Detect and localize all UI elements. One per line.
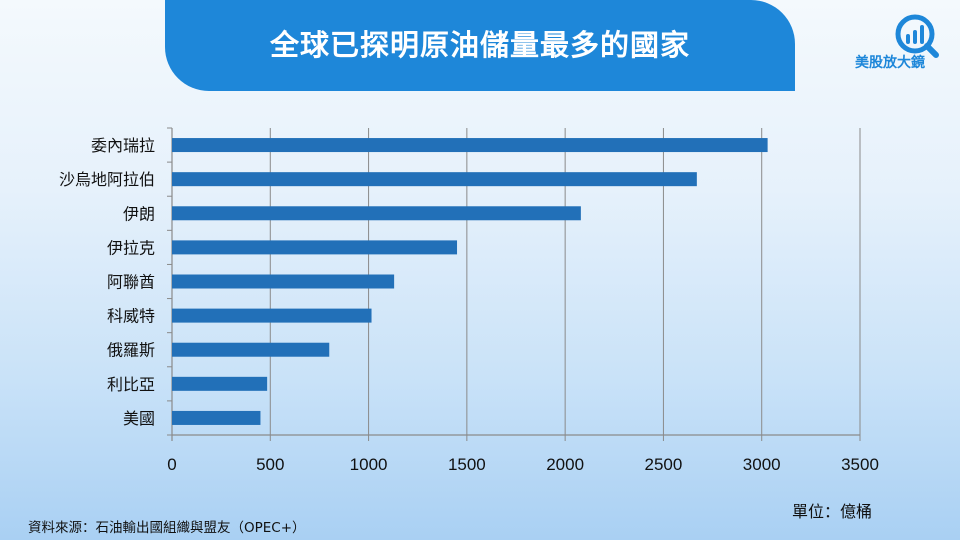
x-tick-label: 2500 xyxy=(645,455,683,474)
y-tick-label: 利比亞 xyxy=(107,375,155,394)
y-tick-label: 科威特 xyxy=(107,307,155,326)
bar xyxy=(172,240,458,255)
y-tick-label: 阿聯酋 xyxy=(107,273,155,292)
bar xyxy=(172,410,261,425)
bar xyxy=(172,342,330,357)
unit-label: 單位：億桶 xyxy=(792,502,873,521)
bar xyxy=(172,274,395,289)
y-tick-label: 美國 xyxy=(123,409,155,428)
bar xyxy=(172,206,581,221)
title-banner xyxy=(165,0,795,91)
y-tick-label: 沙烏地阿拉伯 xyxy=(59,170,155,189)
source-note: 資料來源：石油輸出國組織與盟友（OPEC+） xyxy=(28,520,306,536)
bar xyxy=(172,172,697,187)
x-tick-label: 0 xyxy=(167,455,176,474)
x-tick-label: 2000 xyxy=(546,455,584,474)
bar xyxy=(172,138,768,153)
page-title: 全球已探明原油儲量最多的國家 xyxy=(269,28,690,62)
x-tick-label: 500 xyxy=(256,455,284,474)
x-tick-label: 1500 xyxy=(448,455,486,474)
y-tick-label: 委內瑞拉 xyxy=(91,136,155,155)
y-tick-label: 伊朗 xyxy=(123,204,155,223)
y-tick-label: 伊拉克 xyxy=(107,238,155,257)
logo-text: 美股放大鏡 xyxy=(855,55,925,71)
x-tick-label: 3000 xyxy=(743,455,781,474)
bar xyxy=(172,308,372,323)
y-tick-label: 俄羅斯 xyxy=(107,341,155,360)
bar xyxy=(172,376,268,391)
x-tick-label: 3500 xyxy=(841,455,879,474)
x-tick-label: 1000 xyxy=(350,455,388,474)
magnifier-bar-chart-icon xyxy=(895,14,939,58)
